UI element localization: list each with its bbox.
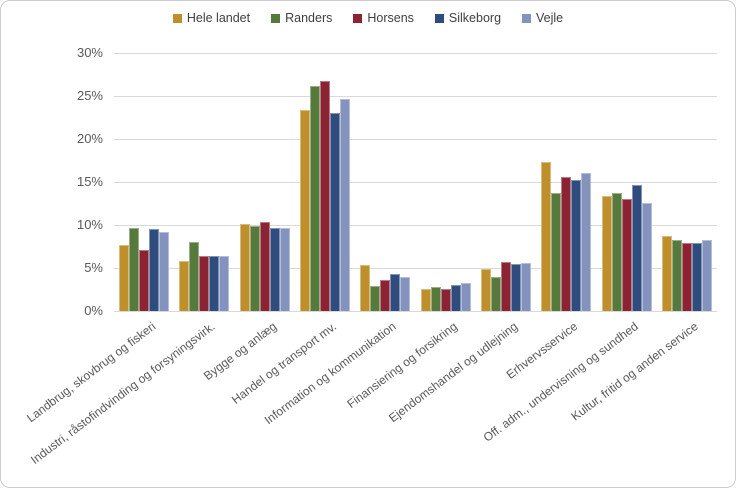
bar-hele-landet: [421, 289, 431, 311]
bar-horsens: [320, 81, 330, 311]
bar-silkeborg: [270, 228, 280, 311]
legend-label: Silkeborg: [448, 11, 502, 25]
legend-item-randers: Randers: [271, 11, 332, 25]
bar-hele-landet: [602, 196, 612, 311]
bar-horsens: [199, 256, 209, 311]
legend-label: Horsens: [367, 11, 414, 25]
y-axis-tick-label: 15%: [76, 174, 103, 189]
chart-legend: Hele landet Randers Horsens Silkeborg Vejle: [1, 11, 735, 25]
bar-horsens: [622, 199, 632, 311]
y-axis-tick-label: 5%: [84, 260, 103, 275]
bar-vejle: [581, 173, 591, 311]
bar-horsens: [260, 222, 270, 311]
bar-randers: [612, 193, 622, 311]
bar-hele-landet: [179, 261, 189, 311]
bar-silkeborg: [692, 243, 702, 311]
bar-hele-landet: [240, 224, 250, 311]
bar-randers: [431, 287, 441, 311]
bar-horsens: [561, 177, 571, 311]
legend-swatch-icon: [172, 13, 182, 23]
bar-silkeborg: [511, 264, 521, 311]
y-axis-tick-label: 25%: [76, 88, 103, 103]
legend-swatch-icon: [434, 13, 444, 23]
bar-silkeborg: [209, 256, 219, 311]
bar-horsens: [139, 250, 149, 311]
bar-silkeborg: [571, 180, 581, 311]
bar-randers: [250, 226, 260, 311]
bar-randers: [491, 277, 501, 311]
legend-label: Hele landet: [186, 11, 251, 25]
bar-randers: [551, 193, 561, 311]
bar-vejle: [159, 232, 169, 311]
x-axis-category-label: Ejendomshandel og udlejning: [385, 319, 520, 426]
legend-label: Vejle: [536, 11, 564, 25]
gridline: [114, 311, 717, 312]
bar-vejle: [642, 203, 652, 311]
bar-horsens: [380, 280, 390, 311]
legend-swatch-icon: [271, 13, 281, 23]
bar-silkeborg: [390, 274, 400, 311]
legend-label: Randers: [285, 11, 333, 25]
bar-hele-landet: [541, 162, 551, 311]
bar-hele-landet: [662, 236, 672, 311]
gridline: [114, 268, 717, 269]
bar-silkeborg: [632, 185, 642, 311]
gridline: [114, 96, 717, 97]
bar-horsens: [441, 289, 451, 311]
gridline: [114, 182, 717, 183]
bar-randers: [129, 228, 139, 311]
y-axis-tick-label: 0%: [84, 303, 103, 318]
bar-hele-landet: [481, 269, 491, 311]
bar-randers: [370, 286, 380, 311]
bar-horsens: [501, 262, 511, 311]
bar-silkeborg: [330, 113, 340, 311]
x-axis-category-label: Handel og transport mv.: [228, 319, 339, 407]
bar-horsens: [682, 243, 692, 311]
gridline: [114, 225, 717, 226]
y-axis-tick-label: 10%: [76, 217, 103, 232]
legend-item-hele-landet: Hele landet: [172, 11, 251, 25]
y-axis-tick-label: 20%: [76, 131, 103, 146]
legend-swatch-icon: [522, 13, 532, 23]
bar-vejle: [400, 277, 410, 311]
gridline: [114, 139, 717, 140]
bar-vejle: [521, 263, 531, 311]
bar-vejle: [219, 256, 229, 311]
legend-item-silkeborg: Silkeborg: [434, 11, 502, 25]
bar-vejle: [280, 228, 290, 311]
gridline: [114, 53, 717, 54]
legend-swatch-icon: [353, 13, 363, 23]
y-axis-tick-label: 30%: [76, 45, 103, 60]
legend-item-horsens: Horsens: [353, 11, 414, 25]
legend-item-vejle: Vejle: [522, 11, 563, 25]
bar-randers: [310, 86, 320, 311]
bar-vejle: [702, 240, 712, 311]
bar-hele-landet: [360, 265, 370, 311]
x-axis-category-label: Kultur, fritid og anden service: [568, 319, 701, 424]
bar-randers: [189, 242, 199, 311]
x-axis-category-label: Finansiering og forsikring: [344, 319, 460, 412]
bar-hele-landet: [300, 110, 310, 311]
bar-vejle: [340, 99, 350, 311]
bar-vejle: [461, 283, 471, 311]
bar-silkeborg: [149, 229, 159, 311]
bar-silkeborg: [451, 285, 461, 311]
bar-hele-landet: [119, 245, 129, 311]
bar-randers: [672, 240, 682, 311]
